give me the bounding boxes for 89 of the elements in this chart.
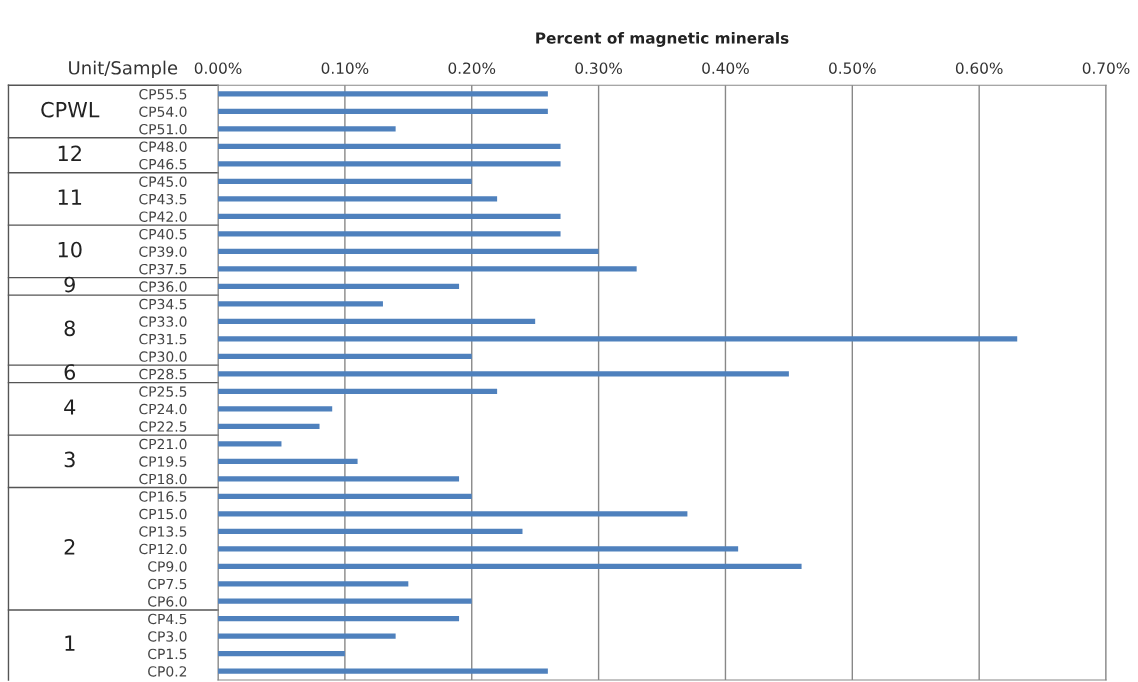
- bar: [218, 283, 460, 290]
- y-tick-label: CP28.5: [139, 368, 187, 380]
- bar: [218, 318, 536, 325]
- y-tick-label: CP4.5: [148, 613, 187, 625]
- y-tick-label: CP9.0: [148, 561, 187, 572]
- y-tick-label: CP15.0: [139, 508, 187, 520]
- text: 1: [65, 635, 75, 651]
- bar: [218, 511, 688, 517]
- bar: [218, 616, 460, 622]
- y-tick-label: CP54.0: [139, 106, 187, 117]
- bar: [218, 581, 409, 587]
- text: 2: [64, 539, 75, 555]
- y-tick-label: CP34.5: [139, 298, 187, 310]
- text: 8: [64, 320, 75, 337]
- text: 6: [64, 364, 76, 380]
- bar: [218, 108, 548, 115]
- bar: [218, 441, 282, 447]
- y-tick-label: CP40.5: [139, 228, 187, 240]
- y-tick-label: CP37.5: [139, 263, 187, 275]
- bar: [218, 143, 561, 150]
- bar: [218, 91, 548, 97]
- y-tick-label: CP39.0: [139, 246, 187, 257]
- bar: [218, 528, 523, 534]
- y-tick-label: CP16.5: [139, 491, 187, 502]
- y-tick-label: CP30.0: [139, 351, 187, 362]
- y-axis-title: Unit/Sample: [69, 60, 178, 79]
- bar: [218, 388, 498, 394]
- y-tick-label: CP33.0: [139, 316, 187, 327]
- y-tick-label: CP24.0: [139, 403, 187, 415]
- x-tick-label: 0.00%: [194, 62, 242, 74]
- text: 12: [58, 145, 81, 161]
- bar: [218, 161, 561, 167]
- x-tick-label: 0.20%: [448, 62, 496, 74]
- y-tick-label: CP43.5: [139, 193, 187, 205]
- bar: [218, 266, 637, 272]
- bar: [218, 213, 561, 220]
- y-tick-label: CP18.0: [139, 473, 187, 485]
- bar: [218, 563, 802, 569]
- bar: [218, 598, 472, 604]
- y-tick-label: CP1.5: [148, 648, 187, 660]
- y-tick-label: CP51.0: [139, 123, 187, 135]
- y-tick-label: CP46.5: [139, 158, 187, 170]
- bar: [218, 126, 396, 132]
- y-tick-label: CP6.0: [148, 596, 187, 607]
- y-tick-label: CP55.5: [139, 88, 187, 100]
- y-tick-label: CP13.5: [139, 526, 187, 537]
- text: 10: [58, 241, 82, 258]
- bar: [218, 178, 472, 185]
- bar: [218, 231, 561, 237]
- bar: [218, 248, 599, 255]
- bar: [218, 458, 358, 464]
- bar: [218, 336, 1018, 342]
- x-tick-label: 0.60%: [955, 62, 1003, 74]
- y-tick-label: CP0.2: [148, 666, 187, 677]
- x-tick-label: 0.40%: [702, 62, 749, 74]
- bar: [218, 546, 739, 552]
- y-tick-label: CP7.5: [148, 578, 187, 590]
- text: 3: [64, 451, 75, 468]
- bar: [218, 406, 333, 412]
- chart-title: Percent of magnetic minerals: [536, 31, 789, 47]
- x-tick-label: 0.70%: [1082, 62, 1130, 74]
- text: 4: [64, 399, 76, 415]
- bar: [218, 493, 472, 499]
- y-tick-label: CP48.0: [139, 141, 187, 152]
- y-tick-label: CP36.0: [139, 281, 187, 292]
- y-tick-label: CP21.0: [139, 438, 187, 450]
- bar: [218, 633, 396, 639]
- x-tick-label: 0.30%: [575, 62, 623, 74]
- x-tick-label: 0.50%: [829, 62, 876, 74]
- text: 9: [64, 276, 75, 293]
- y-tick-label: CP12.0: [139, 543, 187, 555]
- x-tick-label: 0.10%: [321, 62, 369, 74]
- y-tick-label: CP3.0: [148, 631, 187, 642]
- bar: [218, 651, 345, 657]
- y-tick-label: CP19.5: [139, 456, 187, 467]
- bar: [218, 353, 472, 359]
- y-tick-label: CP25.5: [139, 386, 187, 397]
- bar: [218, 301, 383, 307]
- y-tick-label: CP31.5: [139, 333, 187, 345]
- text: 11: [58, 189, 82, 205]
- y-tick-label: CP22.5: [139, 421, 187, 432]
- text: CPWL: [41, 101, 100, 118]
- bar: [218, 196, 498, 202]
- y-tick-label: CP45.0: [139, 176, 187, 187]
- bar: [218, 668, 548, 674]
- bar: [218, 371, 789, 377]
- bar: [218, 476, 460, 482]
- y-tick-label: CP42.0: [139, 211, 187, 222]
- bar: [218, 423, 320, 429]
